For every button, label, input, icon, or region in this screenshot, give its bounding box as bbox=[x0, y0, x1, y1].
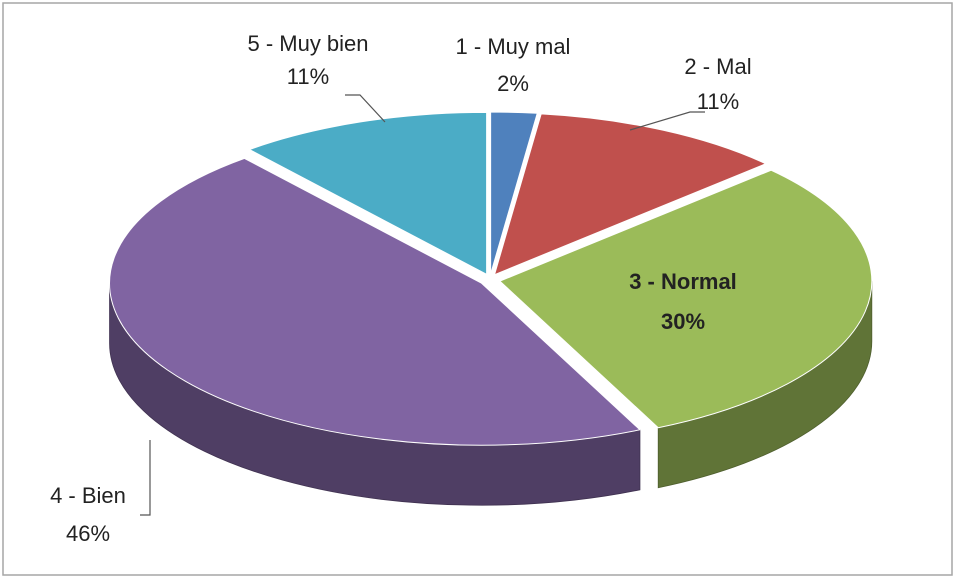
slice-value-label: 11% bbox=[697, 89, 739, 114]
leader-line bbox=[140, 440, 151, 516]
slice bbox=[498, 169, 873, 429]
slice bbox=[248, 111, 488, 276]
pie-tops bbox=[109, 111, 873, 446]
slice-label: 5 - Muy bien bbox=[247, 31, 368, 56]
slice-value-label: 2% bbox=[497, 71, 529, 96]
leader-line bbox=[629, 111, 705, 131]
labels: 1 - Muy mal 2% 2 - Mal 11% 3 - Normal 30% 4 - … bbox=[50, 31, 752, 546]
slice bbox=[490, 111, 538, 275]
slice-value-label: 46% bbox=[66, 521, 110, 546]
slice-value-label: 30% bbox=[661, 309, 705, 334]
slice-label: 2 - Mal bbox=[684, 54, 751, 79]
slice-label: 4 - Bien bbox=[50, 483, 126, 508]
slice bbox=[493, 113, 767, 276]
slice-label: 1 - Muy mal bbox=[456, 34, 571, 59]
slice bbox=[109, 157, 642, 446]
leader-line bbox=[345, 94, 386, 123]
slice-value-label: 11% bbox=[287, 64, 329, 89]
slice-label: 3 - Normal bbox=[629, 269, 737, 294]
